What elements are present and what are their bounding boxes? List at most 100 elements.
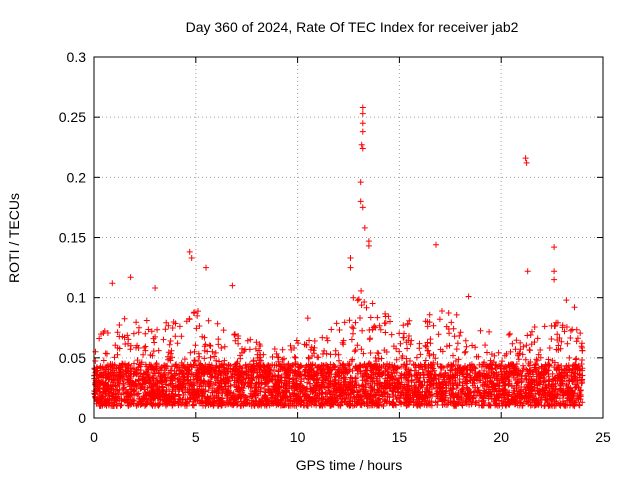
data-point xyxy=(551,244,558,251)
data-point xyxy=(382,310,389,317)
data-point xyxy=(209,348,216,355)
data-point xyxy=(479,372,486,379)
data-point xyxy=(560,400,567,407)
data-point xyxy=(235,388,242,395)
data-point xyxy=(573,355,580,362)
data-point xyxy=(358,346,365,353)
data-point xyxy=(359,392,365,398)
data-point xyxy=(523,366,530,373)
data-point xyxy=(412,384,419,391)
data-point xyxy=(190,372,197,378)
data-point xyxy=(150,380,157,387)
data-point xyxy=(336,389,343,396)
data-point xyxy=(128,391,135,397)
data-point xyxy=(538,402,545,409)
data-point xyxy=(233,363,240,369)
data-point xyxy=(234,402,240,409)
data-point xyxy=(202,402,209,409)
data-point xyxy=(348,382,355,389)
data-point xyxy=(338,399,345,406)
data-point xyxy=(275,354,282,361)
data-point xyxy=(271,367,277,373)
data-point xyxy=(450,391,457,398)
data-point xyxy=(500,379,507,386)
data-point xyxy=(377,326,384,333)
data-point xyxy=(374,377,381,384)
data-point xyxy=(546,362,553,369)
data-point xyxy=(425,347,432,354)
data-point xyxy=(378,391,384,398)
data-point xyxy=(311,401,318,408)
data-point xyxy=(281,387,288,394)
data-point xyxy=(407,341,414,348)
data-point xyxy=(514,390,521,397)
data-point xyxy=(127,342,134,349)
data-point xyxy=(264,373,270,380)
data-point xyxy=(213,397,220,404)
data-point xyxy=(98,373,104,380)
data-point xyxy=(463,392,470,399)
data-point xyxy=(118,373,125,380)
data-point xyxy=(495,382,502,389)
data-point xyxy=(509,340,516,347)
data-point xyxy=(548,396,555,403)
data-point xyxy=(160,336,167,343)
data-point xyxy=(439,308,445,314)
data-point xyxy=(221,343,228,350)
data-point xyxy=(495,349,502,356)
data-point xyxy=(427,361,434,368)
data-point xyxy=(133,319,140,326)
data-point xyxy=(434,361,441,368)
data-point xyxy=(346,317,353,324)
data-point xyxy=(365,242,372,249)
data-point xyxy=(333,397,340,404)
data-point xyxy=(448,361,454,368)
chart-title: Day 360 of 2024, Rate Of TEC Index for r… xyxy=(186,19,519,35)
data-point xyxy=(278,384,285,391)
data-point xyxy=(256,380,263,387)
data-point xyxy=(318,401,325,408)
data-point xyxy=(545,389,552,396)
data-point xyxy=(359,374,366,380)
data-point xyxy=(194,312,201,319)
data-point xyxy=(352,319,359,326)
data-point xyxy=(258,374,264,381)
data-point xyxy=(401,361,408,368)
data-point xyxy=(140,351,147,358)
data-point xyxy=(207,393,214,399)
data-point xyxy=(283,402,290,409)
data-point xyxy=(125,336,132,343)
data-point xyxy=(192,342,199,349)
data-point xyxy=(430,380,437,387)
data-point xyxy=(450,325,457,332)
data-point xyxy=(441,401,448,408)
data-point xyxy=(333,320,340,327)
data-point xyxy=(534,382,541,389)
data-point xyxy=(151,393,158,400)
data-point xyxy=(385,371,391,378)
data-point xyxy=(111,361,118,368)
data-point xyxy=(459,390,466,397)
data-point xyxy=(206,342,213,349)
data-point xyxy=(359,120,366,127)
data-point xyxy=(341,319,348,326)
data-point xyxy=(518,379,525,386)
data-point xyxy=(303,341,310,348)
data-point xyxy=(577,330,584,337)
data-point xyxy=(406,317,413,324)
data-point xyxy=(419,382,426,388)
data-point xyxy=(270,400,277,407)
data-point xyxy=(426,311,433,318)
data-point xyxy=(167,367,174,374)
data-point xyxy=(378,355,385,362)
data-point xyxy=(326,380,333,386)
data-point xyxy=(282,365,288,372)
data-point xyxy=(105,370,112,377)
data-point xyxy=(412,362,419,368)
data-point xyxy=(556,335,563,341)
data-point xyxy=(304,379,311,386)
data-point xyxy=(473,353,480,360)
data-point xyxy=(400,391,407,398)
data-point xyxy=(182,396,189,403)
data-point xyxy=(406,371,413,378)
